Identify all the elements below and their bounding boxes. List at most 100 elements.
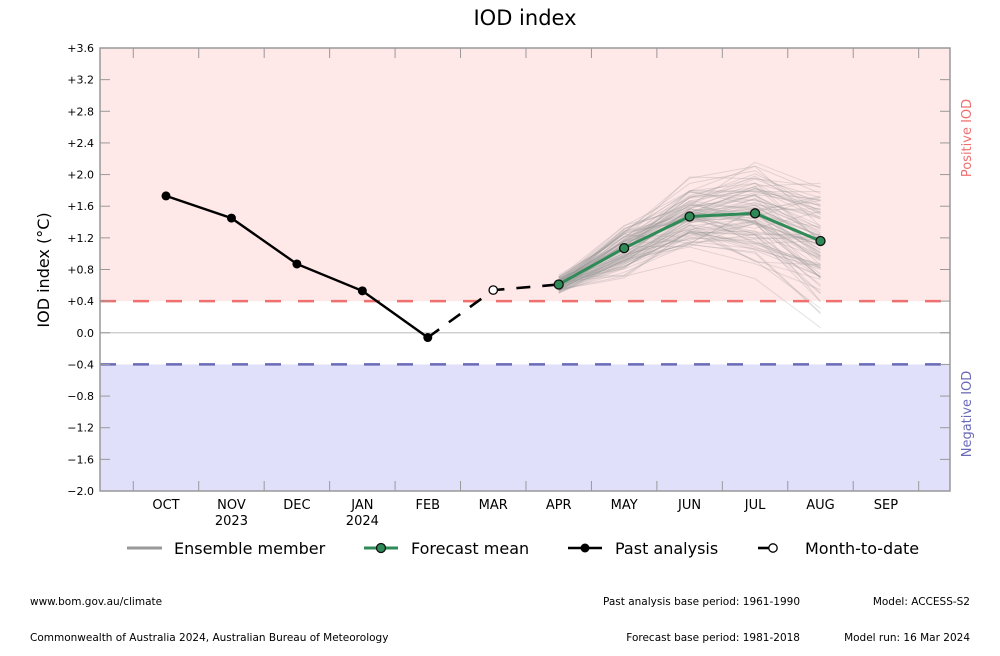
- ensemble-member-line: [558, 182, 821, 280]
- ensemble-member-line: [558, 208, 821, 282]
- x-month-label: MAR: [479, 498, 508, 513]
- x-month-label: SEP: [874, 498, 898, 513]
- x-month-label: NOV: [217, 498, 246, 513]
- ensemble-member-line: [558, 204, 821, 292]
- x-month-label: APR: [546, 498, 572, 513]
- ensemble-member-line: [558, 237, 821, 288]
- ensemble-member-line: [558, 217, 821, 291]
- y-tick-label: −1.6: [67, 453, 94, 466]
- ensemble-member-line: [558, 230, 821, 287]
- past-analysis-point: [226, 213, 236, 223]
- ensemble-member-line: [558, 244, 821, 313]
- ensemble-member-line: [558, 238, 821, 295]
- ensemble-member-line: [558, 209, 821, 279]
- y-tick-label: +2.8: [67, 105, 94, 118]
- ensemble-member-line: [558, 182, 821, 290]
- forecast-mean-point: [619, 242, 630, 254]
- past-analysis-point: [161, 191, 171, 201]
- footer-model-name: Model: ACCESS-S2: [872, 596, 970, 608]
- y-tick-label: +0.8: [67, 264, 94, 277]
- x-month-label: FEB: [415, 498, 440, 513]
- threshold-lines: [100, 299, 950, 366]
- footer-copyright: Commonwealth of Australia 2024, Australi…: [30, 632, 389, 644]
- forecast-mean-point: [684, 211, 695, 222]
- y-axis-label: IOD index (°C): [34, 212, 53, 327]
- ensemble-member-line: [558, 165, 821, 285]
- x-month-label: JAN: [350, 498, 373, 513]
- ensemble-member-line: [558, 224, 821, 285]
- positive-iod-band: [100, 48, 950, 302]
- legend-past-label: Past analysis: [615, 539, 718, 558]
- ensemble-member-line: [558, 236, 821, 291]
- y-tick-label: +3.2: [67, 74, 94, 87]
- legend-forecast-label: Forecast mean: [411, 539, 529, 558]
- legend-forecast-swatch-marker: [375, 542, 387, 554]
- ensemble-member-line: [558, 191, 821, 289]
- chart-title: IOD index: [473, 6, 576, 30]
- ensemble-member-line: [558, 182, 821, 282]
- ensemble-member-line: [558, 221, 821, 288]
- ensemble-member-line: [558, 199, 821, 278]
- footer-source: www.bom.gov.au/climate Commonwealth of A…: [30, 572, 388, 656]
- legend-ensemble-label: Ensemble member: [174, 539, 326, 558]
- x-month-label: MAY: [611, 498, 638, 513]
- footer-forecast-base-period: Forecast base period: 1981-2018: [626, 632, 800, 644]
- ensemble-member-line: [558, 210, 821, 284]
- ensemble-member-line: [558, 223, 821, 288]
- x-month-label: JUL: [744, 498, 766, 513]
- ensemble-member-line: [558, 188, 821, 287]
- forecast-mean-point: [749, 208, 761, 219]
- y-tick-label: +1.2: [67, 232, 94, 245]
- past-analysis-point: [357, 286, 367, 296]
- ensemble-member-line: [558, 208, 821, 286]
- x-year-label: 2024: [346, 514, 379, 529]
- ensemble-member-line: [558, 231, 821, 294]
- ensemble-member-line: [558, 230, 821, 309]
- forecast-mean-point: [553, 279, 564, 290]
- forecast-mean-point: [815, 235, 826, 247]
- ensemble-member-line: [558, 233, 821, 287]
- ensemble-member-line: [558, 161, 821, 278]
- ensemble-member-line: [558, 231, 821, 302]
- ensemble-member-line: [558, 240, 821, 286]
- ensemble-member-line: [558, 221, 821, 302]
- iod-chart: −2.0 −1.6 −1.2 −0.8 −0.4 0.0 +0.4 +0.8 +1.2 +1.6 +…: [34, 6, 975, 558]
- ensemble-member-line: [558, 177, 821, 288]
- ensemble-member-line: [558, 227, 821, 286]
- negative-iod-band: [100, 364, 950, 491]
- ensemble-member-line: [558, 190, 821, 288]
- legend-past-swatch-marker: [580, 543, 590, 553]
- x-month-label: DEC: [283, 498, 310, 513]
- ensemble-member-line: [558, 229, 821, 292]
- ensemble-member-line: [558, 231, 821, 292]
- ensemble-member-line: [558, 220, 821, 286]
- legend: Ensemble member Forecast mean Past analysi…: [127, 539, 919, 558]
- footer-model-run: Model run: 16 Mar 2024: [844, 632, 970, 644]
- x-month-label: OCT: [152, 498, 179, 513]
- footer-url: www.bom.gov.au/climate: [30, 596, 163, 608]
- y-tick-label: −2.0: [67, 485, 94, 498]
- ensemble-member-line: [558, 231, 821, 281]
- negative-iod-label: Negative IOD: [960, 371, 975, 458]
- ensemble-member-line: [558, 175, 821, 280]
- ensemble-member-line: [558, 227, 821, 292]
- ensemble-member-line: [558, 165, 821, 281]
- ensemble-member-line: [558, 219, 821, 283]
- ensemble-member-line: [558, 176, 821, 286]
- y-tick-label: 0.0: [77, 327, 95, 340]
- ensemble-member-line: [558, 209, 821, 282]
- ensemble-member-line: [558, 202, 821, 283]
- y-tick-label: −0.4: [67, 358, 94, 371]
- x-year-label: 2023: [215, 514, 248, 529]
- ensemble-member-line: [558, 178, 821, 286]
- background-bands: [100, 48, 950, 491]
- ensemble-member-line: [558, 259, 821, 329]
- x-month-label: AUG: [806, 498, 834, 513]
- past-analysis-point: [292, 259, 302, 269]
- y-tick-label: +2.0: [67, 169, 94, 182]
- ensemble-member-line: [558, 243, 821, 315]
- ensemble-member-line: [558, 232, 821, 293]
- ensemble-member-line: [558, 231, 821, 289]
- footer-past-base-period: Past analysis base period: 1961-1990: [603, 596, 800, 608]
- month-to-date-point: [488, 285, 499, 295]
